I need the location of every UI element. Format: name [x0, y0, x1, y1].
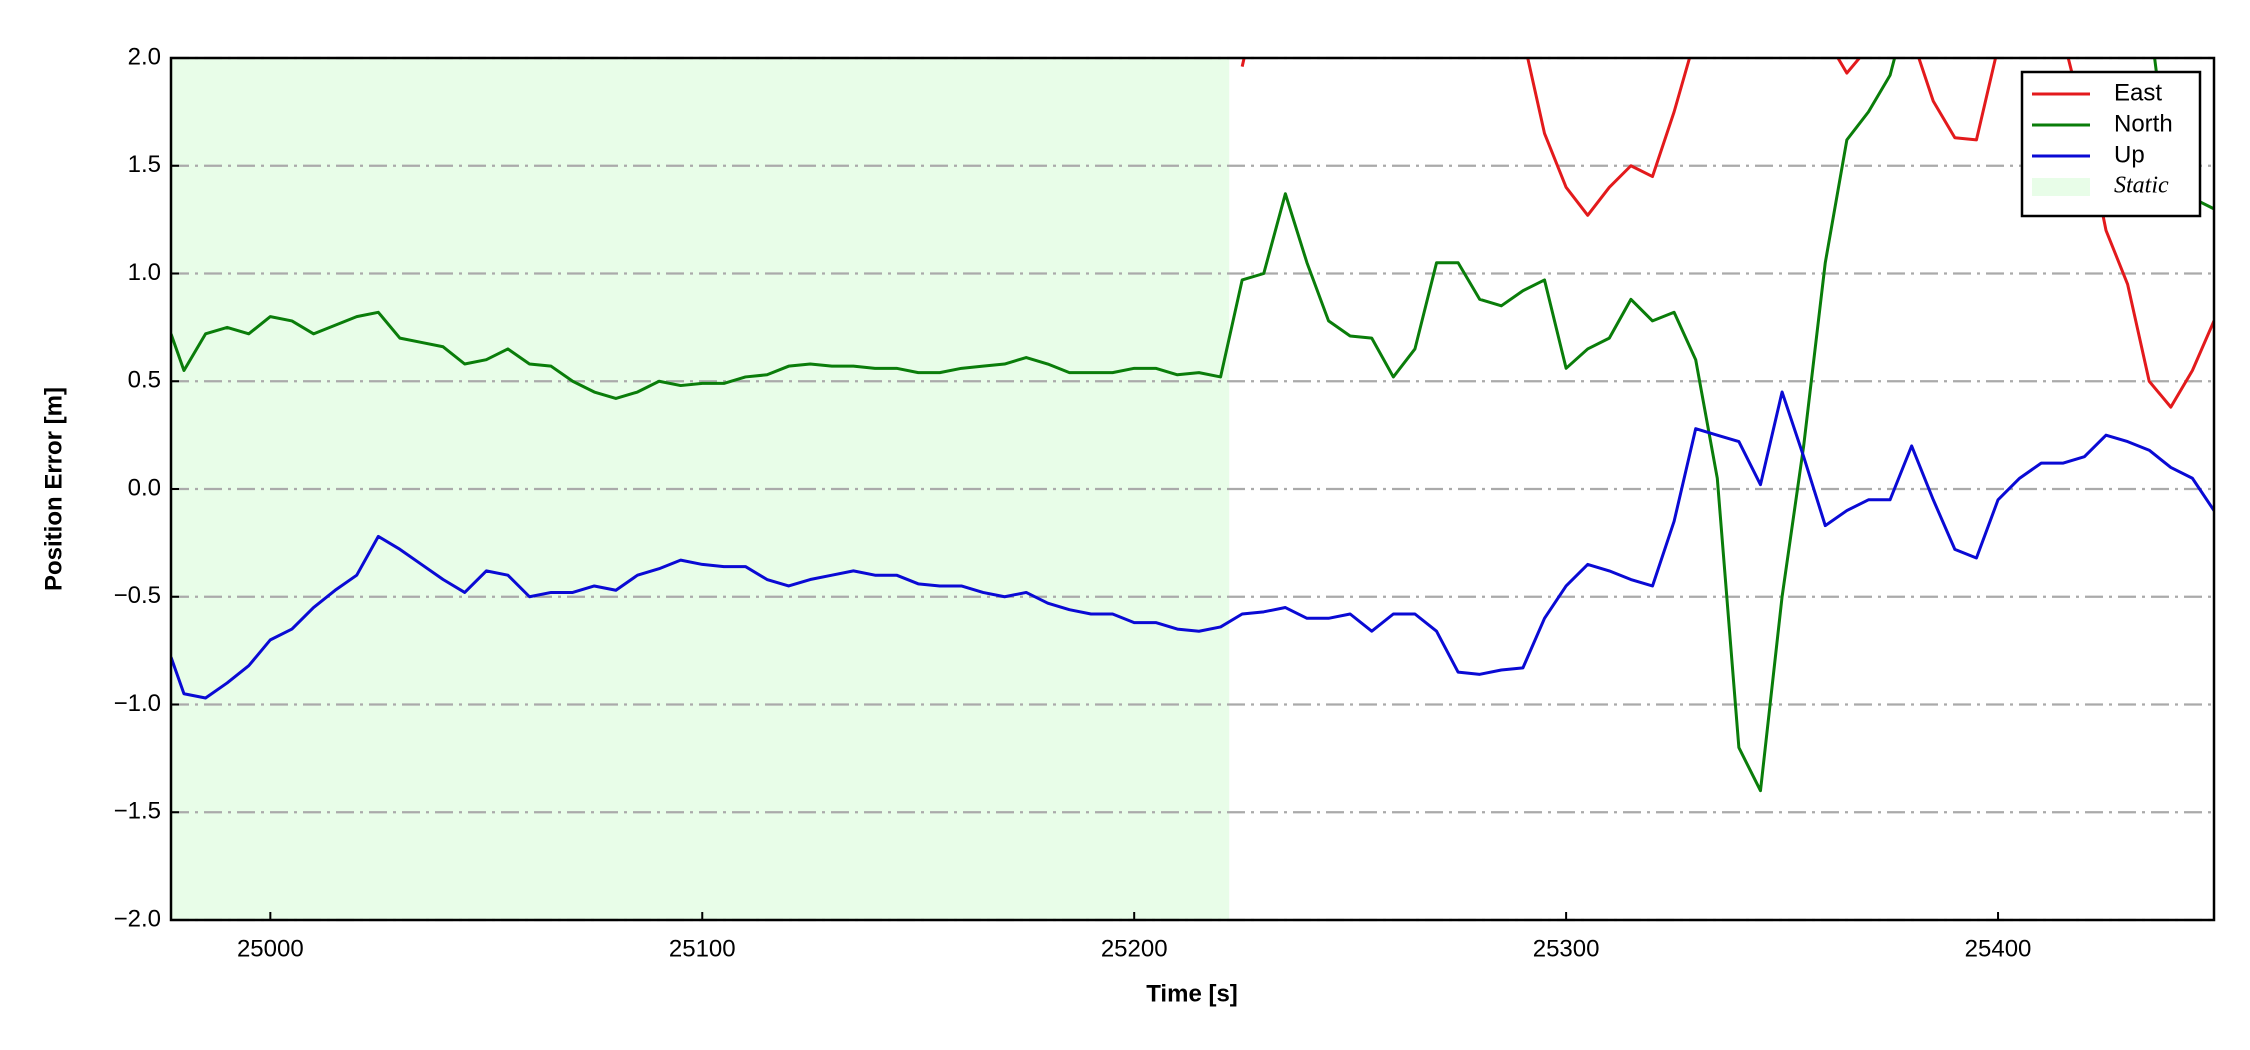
- y-tick-label: −1.5: [114, 798, 161, 825]
- plot-lines: [171, 58, 2214, 793]
- legend-label: North: [2114, 110, 2173, 137]
- x-tick-label: 25000: [237, 935, 304, 962]
- series-line: [171, 390, 2214, 700]
- y-tick-label: −0.5: [114, 582, 161, 609]
- x-tick-label: 25300: [1533, 935, 1600, 962]
- y-tick-label: 2.0: [128, 43, 161, 70]
- y-tick-label: 0.5: [128, 367, 161, 394]
- legend-label: East: [2114, 79, 2162, 106]
- y-axis-label: Position Error [m]: [40, 387, 67, 591]
- x-tick-label: 25200: [1101, 935, 1168, 962]
- x-axis-label: Time [s]: [1146, 980, 1238, 1007]
- x-tick-label: 25100: [669, 935, 736, 962]
- legend-swatch: [2032, 178, 2090, 196]
- y-tick-label: 0.0: [128, 474, 161, 501]
- y-tick-label: 1.0: [128, 259, 161, 286]
- y-tick-label: −2.0: [114, 905, 161, 932]
- x-tick-label: 25400: [1965, 935, 2032, 962]
- y-tick-label: −1.0: [114, 690, 161, 717]
- y-tick-label: 1.5: [128, 151, 161, 178]
- legend-label: Static: [2114, 173, 2169, 199]
- series-line: [171, 58, 2214, 793]
- legend-label: Up: [2114, 141, 2145, 168]
- plot-frame: [169, 56, 2216, 922]
